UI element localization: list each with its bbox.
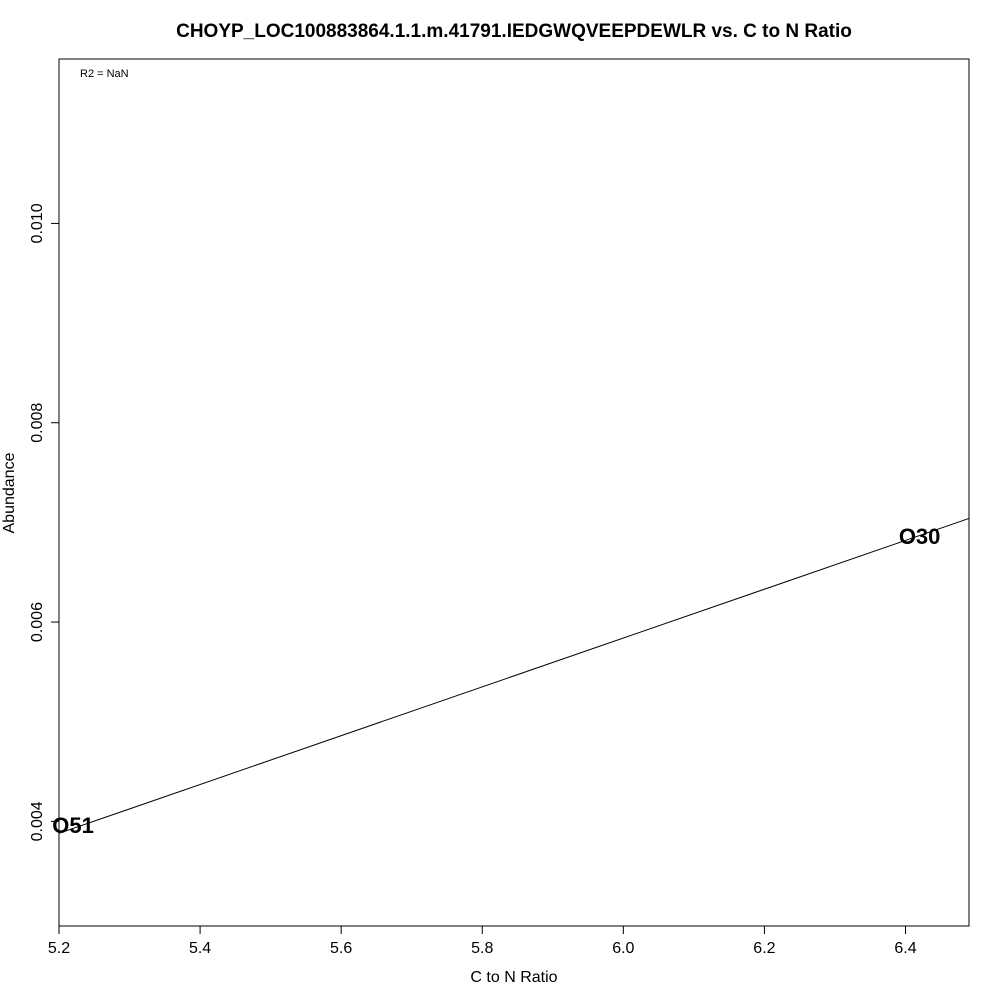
y-tick-label: 0.006: [29, 602, 46, 642]
r2-annotation: R2 = NaN: [80, 68, 129, 80]
x-tick-label: 6.4: [894, 940, 916, 957]
fit-line-layer: [58, 517, 970, 834]
x-tick-label: 5.4: [189, 940, 211, 957]
x-axis-label: C to N Ratio: [470, 969, 557, 986]
points-layer: O51 O30: [52, 524, 940, 838]
x-tick-label: 5.6: [330, 940, 352, 957]
y-tick-label: 0.010: [29, 203, 46, 243]
x-axis: 5.2 5.4 5.6 5.8 6.0 6.2 6.4: [48, 925, 917, 957]
point-label-o51: O51: [52, 813, 94, 838]
plot-frame: [58, 58, 970, 927]
x-tick-label: 6.0: [612, 940, 634, 957]
chart-title: CHOYP_LOC100883864.1.1.m.41791.IEDGWQVEE…: [176, 21, 852, 42]
y-tick-label: 0.004: [29, 801, 46, 841]
fit-line: [58, 517, 970, 834]
y-axis-label: Abundance: [1, 452, 18, 533]
y-tick-label: 0.008: [29, 403, 46, 443]
y-axis: 0.004 0.006 0.008 0.010: [29, 203, 60, 841]
x-tick-label: 6.2: [753, 940, 775, 957]
x-tick-label: 5.8: [471, 940, 493, 957]
x-tick-label: 5.2: [48, 940, 70, 957]
point-label-o30: O30: [899, 524, 941, 549]
